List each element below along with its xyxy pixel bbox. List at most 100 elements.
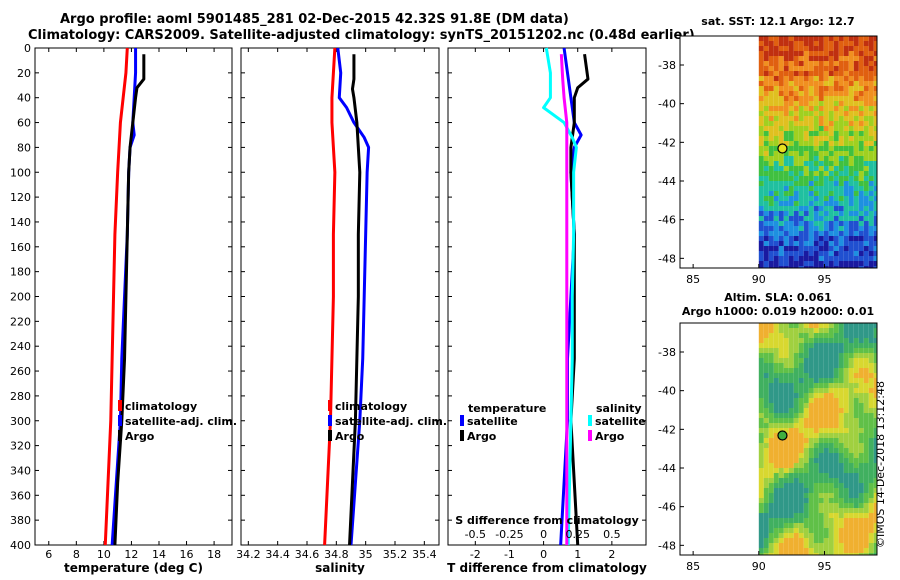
- sla_map-cell: [863, 443, 869, 448]
- sst_map-cell: [843, 116, 849, 121]
- sst_map-cell: [778, 166, 784, 171]
- sst_map-cell: [828, 146, 834, 151]
- sla_map-cell: [768, 333, 774, 338]
- sst_map-cell: [833, 111, 839, 116]
- sst_map-cell: [868, 76, 874, 81]
- sst_map-cell: [808, 146, 814, 151]
- sla_map-cell: [803, 383, 809, 388]
- sst_map-cell: [843, 176, 849, 181]
- sst_map-cell: [793, 136, 799, 141]
- sst_map-cell: [843, 261, 849, 266]
- sla_map-cell: [843, 368, 849, 373]
- sst_map-cell: [853, 36, 859, 41]
- sst_map-cell: [843, 231, 849, 236]
- sla_map-cell: [808, 398, 814, 403]
- sla_map-cell: [763, 438, 769, 443]
- sst_map-cell: [813, 221, 819, 226]
- sla_map-cell: [768, 408, 774, 413]
- sla_map-cell: [813, 448, 819, 453]
- sst_map-cell: [768, 81, 774, 86]
- sst_map-cell: [773, 96, 779, 101]
- sla_map-cell: [813, 358, 819, 363]
- sla_map-cell: [778, 368, 784, 373]
- sla_map-cell: [863, 378, 869, 383]
- sla_map-cell: [773, 413, 779, 418]
- sla_map-cell: [833, 543, 839, 548]
- sla_map-cell: [823, 463, 829, 468]
- sst_map-cell: [783, 66, 789, 71]
- sla_map-cell: [788, 493, 794, 498]
- sla_map-ytick-label: -42: [658, 423, 676, 436]
- sst_map-cell: [803, 216, 809, 221]
- sst_map-cell: [773, 156, 779, 161]
- sst_map-cell: [763, 66, 769, 71]
- sst_map-cell: [788, 171, 794, 176]
- sla_map-cell: [823, 503, 829, 508]
- sst_map-cell: [818, 216, 824, 221]
- sst_map-cell: [868, 51, 874, 56]
- sla_map-cell: [818, 538, 824, 543]
- sla_map-cell: [763, 498, 769, 503]
- sla_map-cell: [808, 348, 814, 353]
- sla_map-cell: [838, 393, 844, 398]
- sst_map-cell: [863, 76, 869, 81]
- sla_map-cell: [763, 383, 769, 388]
- sla_map-cell: [783, 438, 789, 443]
- sst_map-cell: [773, 261, 779, 266]
- sst_map-cell: [758, 226, 764, 231]
- sst_map-cell: [868, 71, 874, 76]
- sst_map-cell: [813, 136, 819, 141]
- sst_map-cell: [808, 221, 814, 226]
- sla_map-cell: [848, 538, 854, 543]
- sla_map-cell: [768, 343, 774, 348]
- sla_map-cell: [828, 438, 834, 443]
- sla_map-cell: [843, 513, 849, 518]
- sla_map-cell: [853, 398, 859, 403]
- sst_map-cell: [863, 36, 869, 41]
- sla_map-cell: [813, 473, 819, 478]
- sla_map-cell: [773, 343, 779, 348]
- sla_map-cell: [798, 468, 804, 473]
- sla_map-cell: [843, 408, 849, 413]
- sla_map-cell: [793, 358, 799, 363]
- sla_map-cell: [833, 503, 839, 508]
- sla_map-cell: [863, 333, 869, 338]
- sst_map-cell: [803, 176, 809, 181]
- sst_map-cell: [853, 61, 859, 66]
- sst_map-cell: [763, 56, 769, 61]
- sst_map-cell: [763, 106, 769, 111]
- sla_map-cell: [838, 473, 844, 478]
- sst_map-cell: [773, 251, 779, 256]
- sla_map-cell: [778, 453, 784, 458]
- sst_map-cell: [843, 111, 849, 116]
- sla_map-cell: [808, 353, 814, 358]
- sla_map-cell: [763, 323, 769, 328]
- sst_map-cell: [843, 131, 849, 136]
- sla_map-cell: [808, 543, 814, 548]
- sst_map-cell: [818, 221, 824, 226]
- sst_map-cell: [808, 176, 814, 181]
- sst_map-ytick-label: -44: [658, 175, 676, 188]
- sla_map-cell: [788, 338, 794, 343]
- sla_map-cell: [778, 403, 784, 408]
- sst_map-cell: [843, 61, 849, 66]
- sst_map-cell: [818, 231, 824, 236]
- sst_map-cell: [828, 136, 834, 141]
- sla_map-cell: [768, 468, 774, 473]
- sla_map-cell: [798, 343, 804, 348]
- sst_map-cell: [758, 146, 764, 151]
- sla_map-cell: [798, 413, 804, 418]
- sst_map-cell: [838, 126, 844, 131]
- sla_map-cell: [788, 498, 794, 503]
- sst_map-cell: [773, 111, 779, 116]
- sst_map-cell: [758, 181, 764, 186]
- salinity-xtick-label: 34.8: [324, 548, 349, 561]
- sla_map-cell: [843, 413, 849, 418]
- sla_map-cell: [758, 533, 764, 538]
- sst_map-cell: [758, 101, 764, 106]
- sst_map-cell: [798, 156, 804, 161]
- sst_map-cell: [873, 51, 877, 56]
- sla_map-cell: [853, 433, 859, 438]
- sst_map-cell: [843, 226, 849, 231]
- sla_map-cell: [828, 373, 834, 378]
